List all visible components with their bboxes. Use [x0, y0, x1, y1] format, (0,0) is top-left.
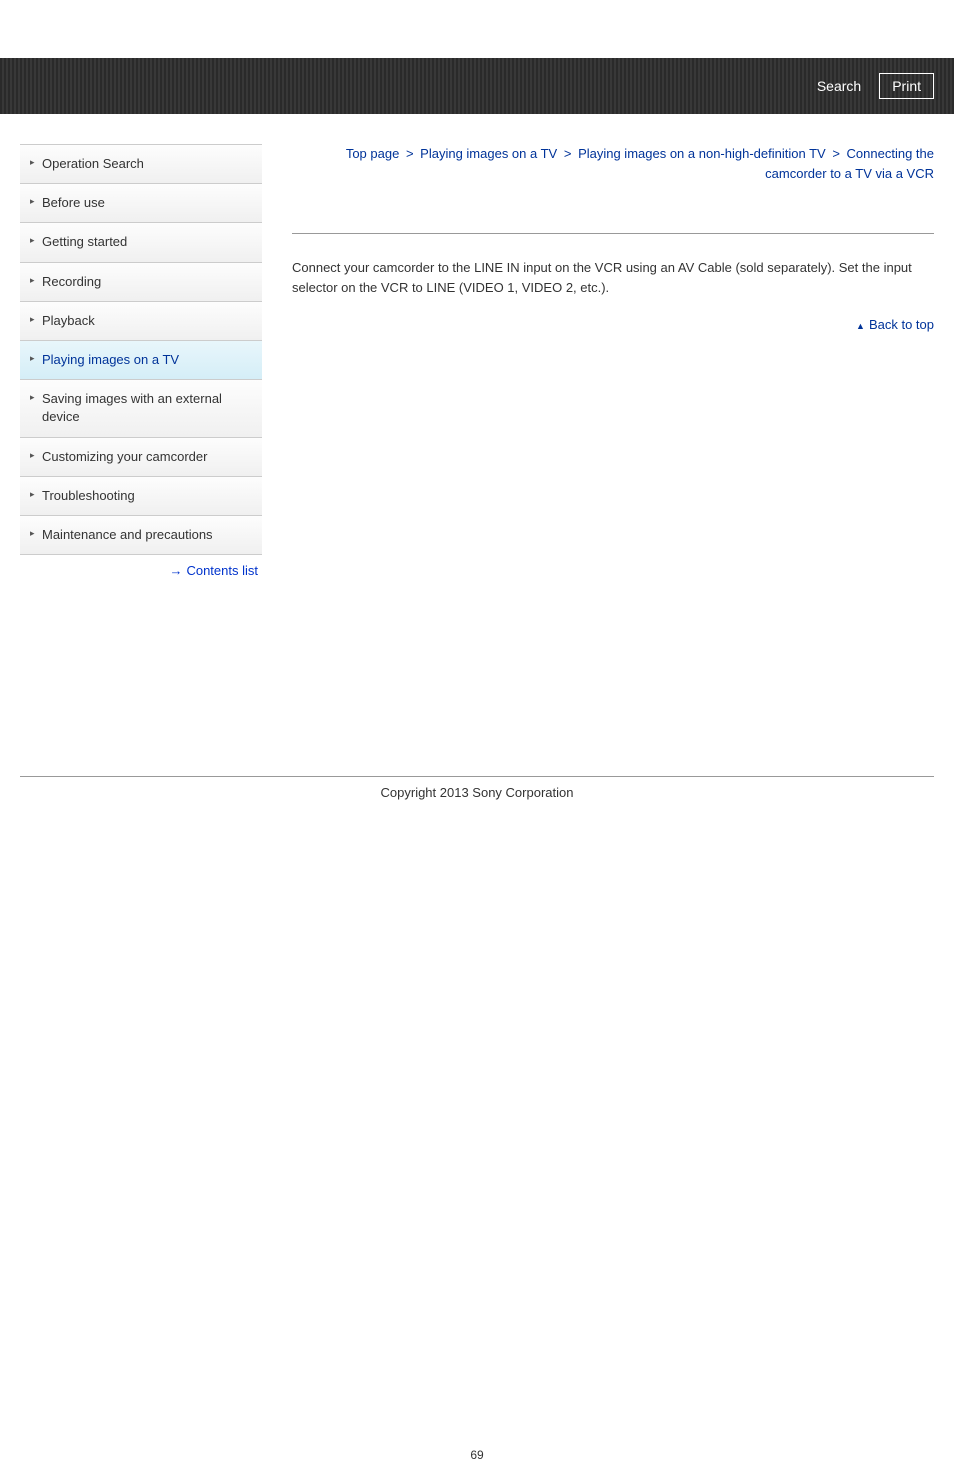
sidebar-list: Operation Search Before use Getting star…: [20, 144, 262, 555]
sidebar-item-label: Operation Search: [42, 156, 144, 171]
sidebar-item-maintenance[interactable]: Maintenance and precautions: [20, 516, 262, 555]
sidebar-nav: Operation Search Before use Getting star…: [20, 144, 262, 586]
sidebar-item-label: Troubleshooting: [42, 488, 135, 503]
sidebar-item-getting-started[interactable]: Getting started: [20, 223, 262, 262]
sidebar-item-label: Getting started: [42, 234, 127, 249]
search-link[interactable]: Search: [809, 74, 869, 98]
sidebar-item-playback[interactable]: Playback: [20, 302, 262, 341]
main-content: Top page > Playing images on a TV > Play…: [292, 144, 934, 586]
breadcrumb-separator: >: [406, 146, 414, 161]
sidebar-item-label: Saving images with an external device: [42, 391, 222, 424]
sidebar-item-label: Before use: [42, 195, 105, 210]
print-button[interactable]: Print: [879, 73, 934, 99]
sidebar-item-label: Playing images on a TV: [42, 352, 179, 367]
breadcrumb-link-playing-tv[interactable]: Playing images on a TV: [420, 146, 557, 161]
breadcrumb-link-top[interactable]: Top page: [346, 146, 400, 161]
breadcrumb-separator: >: [564, 146, 572, 161]
sidebar-item-customizing[interactable]: Customizing your camcorder: [20, 438, 262, 477]
back-to-top-link[interactable]: Back to top: [856, 317, 934, 332]
sidebar-item-operation-search[interactable]: Operation Search: [20, 145, 262, 184]
sidebar-item-label: Playback: [42, 313, 95, 328]
copyright-text: Copyright 2013 Sony Corporation: [0, 777, 954, 808]
contents-list-link[interactable]: Contents list: [169, 563, 258, 578]
breadcrumb-separator: >: [832, 146, 840, 161]
sidebar-item-label: Customizing your camcorder: [42, 449, 207, 464]
sidebar-item-label: Maintenance and precautions: [42, 527, 213, 542]
content-area: Operation Search Before use Getting star…: [0, 114, 954, 586]
contents-list-row: Contents list: [20, 555, 262, 586]
sidebar-item-saving-images[interactable]: Saving images with an external device: [20, 380, 262, 437]
header-band: Search Print: [0, 58, 954, 114]
sidebar-item-before-use[interactable]: Before use: [20, 184, 262, 223]
sidebar-item-recording[interactable]: Recording: [20, 263, 262, 302]
back-to-top: Back to top: [292, 317, 934, 332]
header-actions: Search Print: [809, 73, 934, 99]
sidebar-item-troubleshooting[interactable]: Troubleshooting: [20, 477, 262, 516]
sidebar-item-playing-images-tv[interactable]: Playing images on a TV: [20, 341, 262, 380]
sidebar-item-label: Recording: [42, 274, 101, 289]
content-divider: [292, 233, 934, 234]
page-number: 69: [0, 808, 954, 1482]
body-text: Connect your camcorder to the LINE IN in…: [292, 258, 934, 297]
breadcrumb-link-non-hd[interactable]: Playing images on a non-high-definition …: [578, 146, 826, 161]
breadcrumb: Top page > Playing images on a TV > Play…: [292, 144, 934, 183]
